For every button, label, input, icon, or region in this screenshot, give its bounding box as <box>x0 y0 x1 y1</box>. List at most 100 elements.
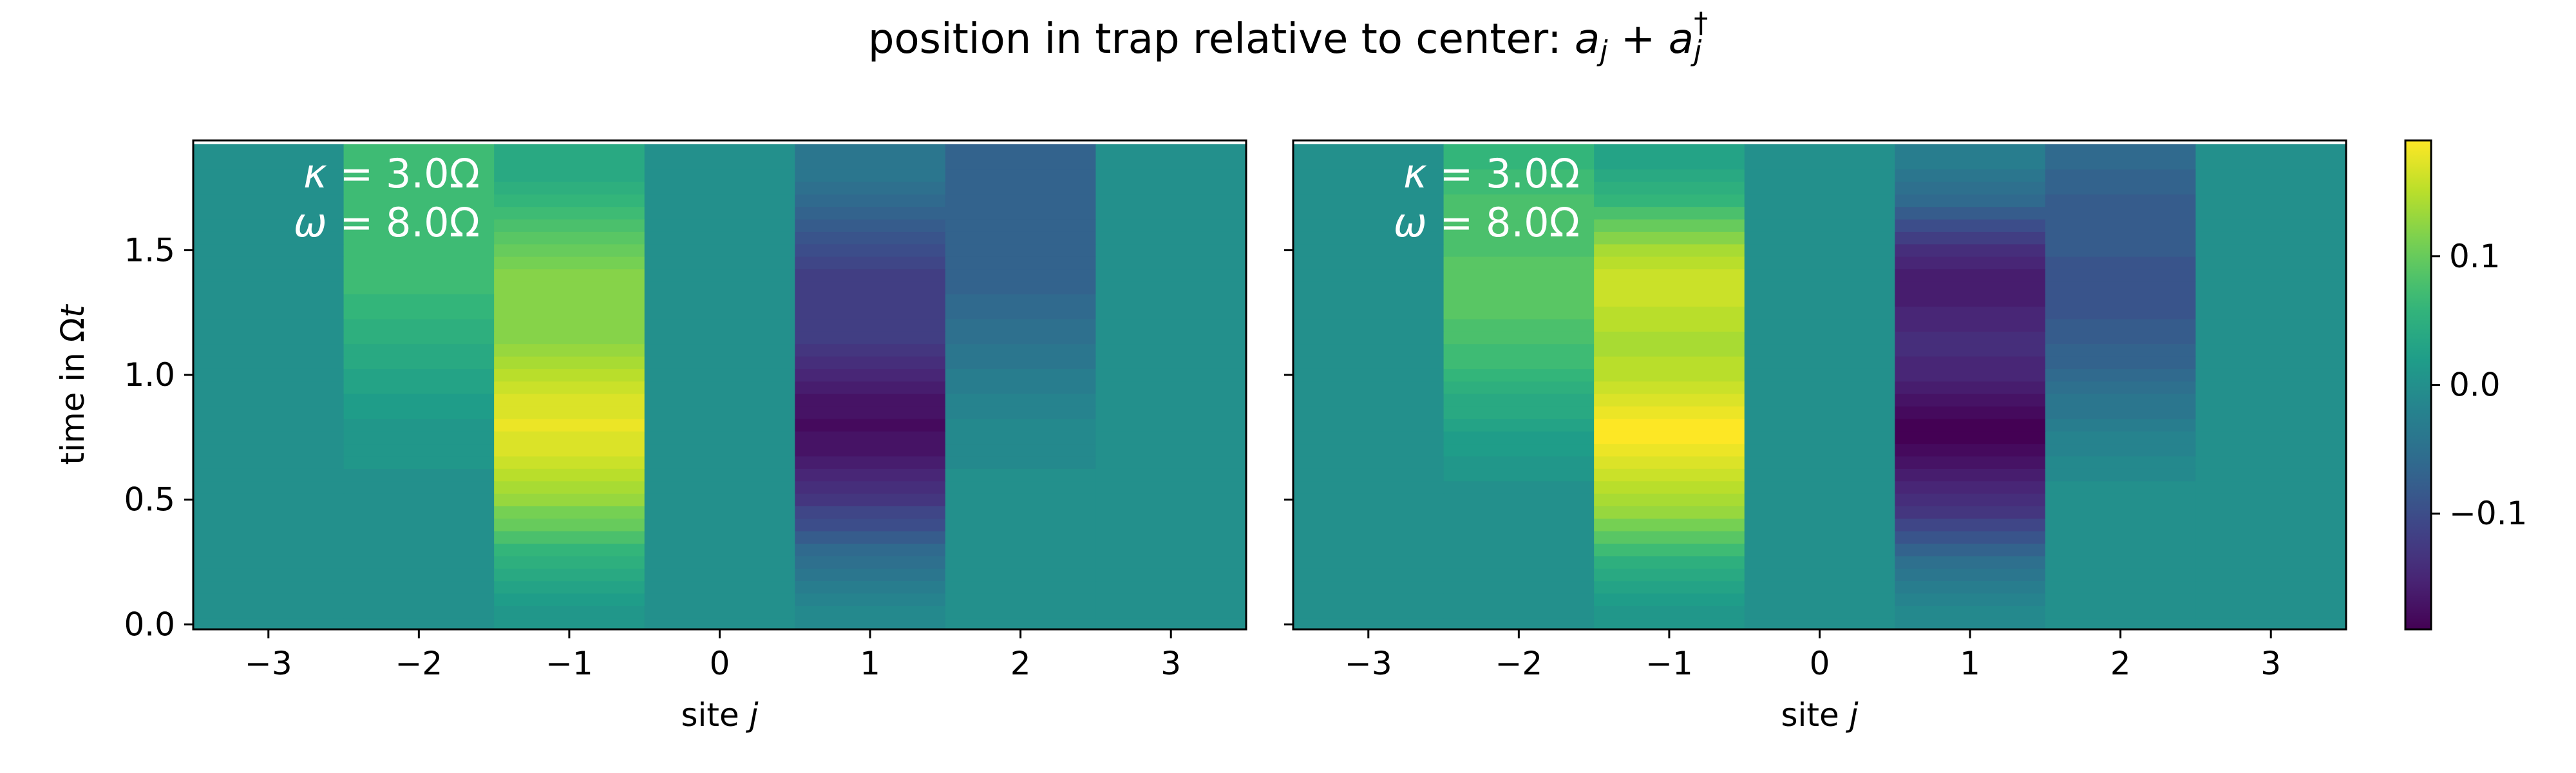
heatmap-cell <box>1744 506 1895 519</box>
x-tick-label: −3 <box>1345 645 1392 682</box>
heatmap-cell <box>945 218 1097 232</box>
heatmap-cell <box>945 580 1097 594</box>
heatmap-cell <box>795 406 946 419</box>
heatmap-cell <box>2195 468 2347 482</box>
heatmap-cell <box>945 506 1097 519</box>
heatmap-cell <box>795 218 946 232</box>
heatmap-cell <box>494 194 645 207</box>
heatmap-cell <box>1443 481 1595 494</box>
heatmap-cell <box>494 580 645 594</box>
heatmap-cell <box>1095 281 1247 294</box>
heatmap-cell <box>193 206 345 220</box>
heatmap-cell <box>343 157 495 170</box>
x-tick-label: 3 <box>1160 645 1181 682</box>
heatmap-cell <box>2045 506 2197 519</box>
heatmap-cell <box>2195 443 2347 457</box>
heatmap-cell <box>1293 531 1444 544</box>
heatmap-cell <box>644 281 795 294</box>
heatmap-cell <box>1594 331 1745 345</box>
heatmap-cell <box>1095 493 1247 506</box>
y-tick-label: 0.5 <box>124 481 175 519</box>
heatmap-cell <box>1744 394 1895 407</box>
heatmap-cell <box>2045 331 2197 345</box>
heatmap-cell <box>1443 543 1595 557</box>
heatmap-cell <box>494 443 645 457</box>
heatmap-cell <box>945 269 1097 282</box>
heatmap-cell <box>2195 531 2347 544</box>
heatmap-cell <box>1594 206 1745 220</box>
heatmap-cell <box>494 555 645 569</box>
heatmap-cell <box>1744 368 1895 382</box>
heatmap-cell <box>1594 231 1745 245</box>
heatmap-cell <box>2045 169 2197 182</box>
heatmap-cell <box>795 181 946 195</box>
heatmap-cell <box>1293 618 1444 630</box>
heatmap-cell <box>343 443 495 457</box>
heatmap-cell <box>1443 431 1595 444</box>
heatmap-cell <box>2195 331 2347 345</box>
heatmap-cell <box>644 306 795 320</box>
heatmap-cell <box>1293 318 1444 332</box>
heatmap-cell <box>1744 580 1895 594</box>
heatmap-cell <box>193 468 345 482</box>
heatmap-cell <box>1095 368 1247 382</box>
heatmap-cell <box>193 231 345 245</box>
heatmap-cell <box>1095 455 1247 469</box>
heatmap-cell <box>2195 343 2347 357</box>
heatmap-cell <box>494 356 645 369</box>
heatmap-cell <box>1443 580 1595 594</box>
heatmap-cell <box>1293 356 1444 369</box>
heatmap-cell <box>1594 518 1745 531</box>
colorbar-tick-label: 0.0 <box>2449 367 2501 404</box>
heatmap-cell <box>945 381 1097 394</box>
heatmap-cell <box>945 481 1097 494</box>
heatmap-cell <box>1293 406 1444 419</box>
heatmap-cell <box>1744 443 1895 457</box>
heatmap-cell <box>1895 256 2046 270</box>
heatmap-cell <box>193 443 345 457</box>
heatmap-cell <box>2195 281 2347 294</box>
heatmap-cell <box>343 294 495 307</box>
heatmap-cell <box>1095 194 1247 207</box>
heatmap-cell <box>1744 468 1895 482</box>
heatmap-cell <box>1895 206 2046 220</box>
heatmap-cell <box>795 431 946 444</box>
x-tick-label: 2 <box>1010 645 1031 682</box>
heatmap-cell <box>1744 331 1895 345</box>
heatmap-cell <box>494 468 645 482</box>
heatmap-cell <box>1744 431 1895 444</box>
x-tick-label: −1 <box>1645 645 1693 682</box>
heatmap-cell <box>2195 206 2347 220</box>
heatmap-cell <box>1594 356 1745 369</box>
heatmap-cell <box>2195 368 2347 382</box>
heatmap-cell <box>1594 218 1745 232</box>
heatmap-cell <box>1095 431 1247 444</box>
heatmap-cell <box>1895 243 2046 257</box>
x-tick-label: 0 <box>1810 645 1830 682</box>
heatmap-cell <box>795 157 946 170</box>
heatmap-cell <box>193 343 345 357</box>
heatmap-cell <box>494 294 645 307</box>
heatmap-cell <box>644 518 795 531</box>
heatmap-cell <box>1895 318 2046 332</box>
heatmap-cell <box>2045 343 2197 357</box>
heatmap-cell <box>2195 243 2347 257</box>
heatmap-cell <box>1293 568 1444 582</box>
heatmap-cell <box>2195 394 2347 407</box>
heatmap-cell <box>1443 518 1595 531</box>
right-heatmap-panel: −3 −2 −1 0 1 2 3 site j κ = 3.0Ωω = 8.0Ω <box>1284 139 2347 734</box>
heatmap-cell <box>1443 206 1595 220</box>
heatmap-cell <box>193 144 345 157</box>
heatmap-cell <box>2195 269 2347 282</box>
heatmap-cells <box>193 144 1247 630</box>
heatmap-cell <box>644 368 795 382</box>
heatmap-cell <box>494 618 645 630</box>
heatmap-cell <box>1095 618 1247 630</box>
heatmap-cell <box>343 431 495 444</box>
heatmap-cell <box>2045 281 2197 294</box>
heatmap-cell <box>1744 157 1895 170</box>
heatmap-cell <box>1095 356 1247 369</box>
heatmap-cell <box>343 318 495 332</box>
heatmap-cell <box>1095 331 1247 345</box>
heatmap-cell <box>2045 356 2197 369</box>
